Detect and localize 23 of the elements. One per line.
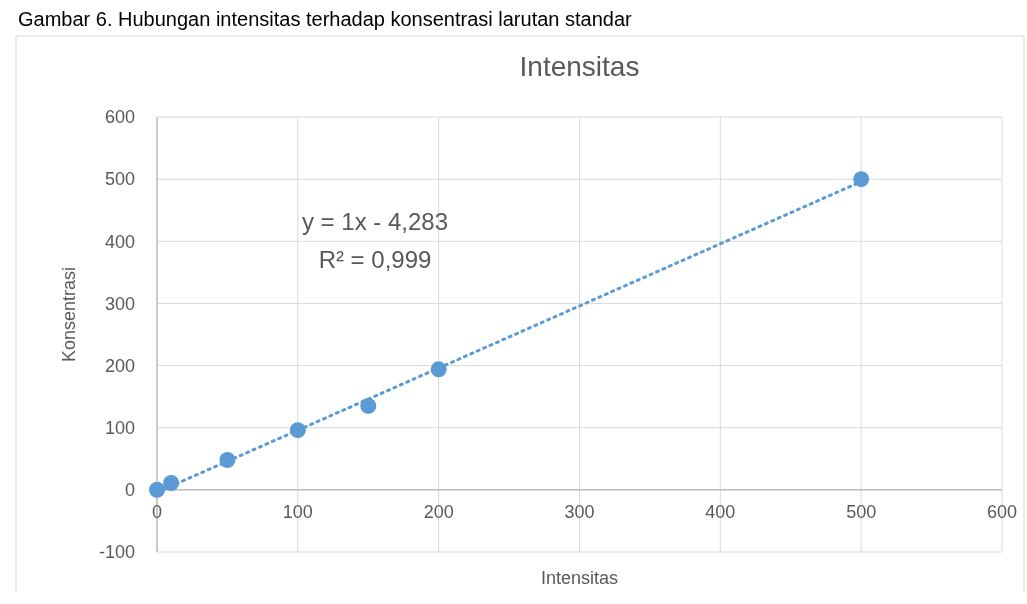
x-tick-label: 200: [423, 502, 454, 523]
x-tick-label: 600: [986, 502, 1018, 523]
y-tick-label: 0: [124, 480, 135, 501]
point: [360, 397, 377, 414]
x-tick-label: 400: [705, 502, 736, 523]
annotation: R² = 0,999: [318, 246, 432, 273]
y-axis-title: Konsentrasi: [59, 266, 79, 363]
x-tick-label: 0: [151, 502, 163, 523]
text: Gambar 6. Hubungan intensitas terhadap konsentrasi larutan standar: [18, 8, 633, 30]
y-tick-label: 300: [104, 293, 135, 314]
y-tick-label: -100: [98, 542, 135, 563]
point: [853, 171, 870, 188]
y-tick-label: 100: [104, 418, 135, 439]
x-tick-label: 100: [282, 502, 313, 523]
y-tick-label: 400: [104, 231, 135, 252]
chart-title: Intensitas: [519, 51, 640, 82]
x-tick-label: 300: [564, 502, 595, 523]
y-tick-label: 200: [104, 355, 135, 376]
x-tick-label: 500: [846, 502, 877, 523]
y-tick-label: 500: [104, 169, 135, 190]
x-axis-title: Intensitas: [540, 568, 619, 589]
y-tick-label: 600: [104, 107, 135, 128]
annotation: y = 1x - 4,283: [301, 208, 449, 235]
